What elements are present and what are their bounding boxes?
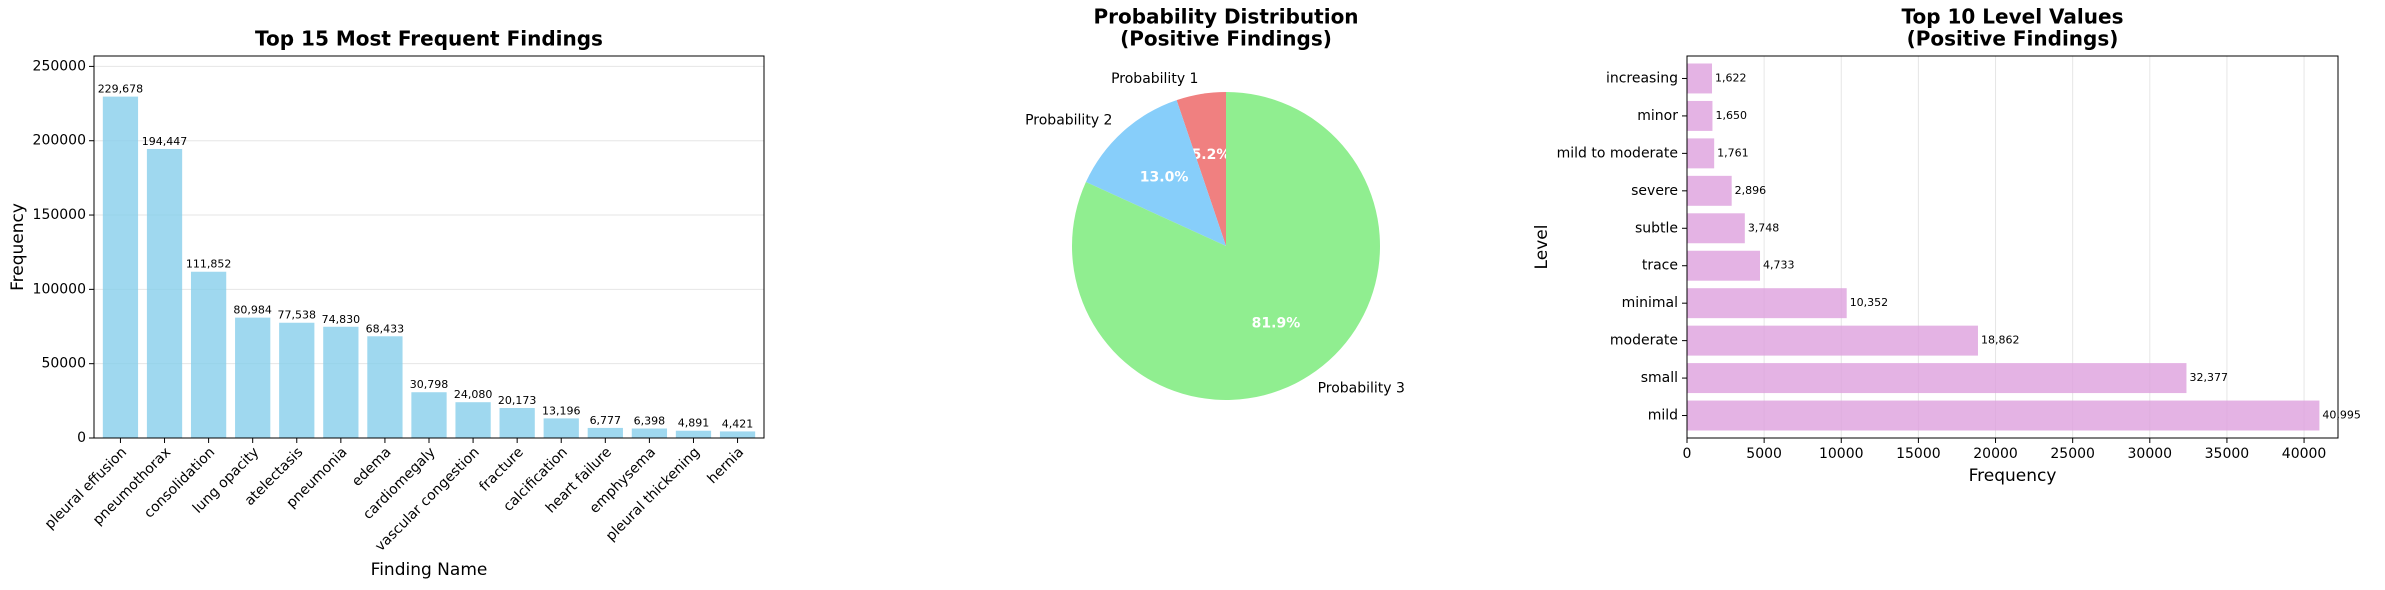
y-tick-label: 0 — [77, 430, 86, 446]
slice-label: Probability 1 — [1111, 71, 1198, 87]
y-axis-label: Frequency — [8, 203, 28, 291]
x-tick-label: 5000 — [1746, 446, 1782, 462]
value-label: 74,830 — [322, 313, 361, 326]
slice-percent: 81.9% — [1252, 316, 1301, 332]
y-tick-label: subtle — [1635, 220, 1678, 236]
value-label: 1,650 — [1715, 109, 1747, 122]
chart-title: (Positive Findings) — [1120, 27, 1332, 51]
bar — [1687, 138, 1715, 169]
bar — [455, 402, 491, 438]
y-tick-label: increasing — [1606, 70, 1678, 86]
x-tick-label: pneumothorax — [90, 444, 174, 528]
value-label: 194,447 — [142, 135, 188, 148]
slice-percent: 13.0% — [1140, 169, 1189, 185]
bar — [587, 427, 623, 438]
value-label: 1,761 — [1717, 146, 1749, 159]
axes-frame — [93, 55, 765, 439]
x-tick-label: 30000 — [2128, 446, 2173, 462]
value-label: 10,352 — [1850, 296, 1889, 309]
y-tick-label: mild to moderate — [1557, 145, 1678, 161]
y-tick-label: trace — [1642, 258, 1678, 274]
value-label: 68,433 — [366, 322, 405, 335]
bar — [543, 418, 579, 438]
x-axis-label: Finding Name — [371, 560, 488, 580]
value-label: 4,733 — [1763, 259, 1795, 272]
bar — [411, 392, 447, 438]
bar — [1687, 288, 1847, 319]
value-label: 3,748 — [1748, 221, 1780, 234]
x-tick-label: 25000 — [2050, 446, 2095, 462]
bar — [323, 326, 359, 438]
bar — [1687, 400, 2320, 431]
value-label: 20,173 — [498, 394, 537, 407]
pie-slice — [1176, 92, 1226, 246]
value-label: 24,080 — [454, 388, 493, 401]
bar — [190, 271, 227, 438]
bar — [102, 96, 139, 439]
y-axis-label: Level — [1532, 225, 1552, 270]
y-tick-label: 250000 — [33, 58, 86, 74]
value-label: 6,777 — [590, 414, 622, 427]
bar — [1687, 363, 2187, 394]
x-tick-label: hernia — [705, 444, 748, 487]
bar — [367, 336, 403, 438]
value-label: 18,862 — [1981, 334, 2020, 347]
x-tick-label: pleural effusion — [42, 444, 130, 532]
bar — [1687, 100, 1713, 131]
pie-slice — [1071, 92, 1380, 400]
chart-title: (Positive Findings) — [1907, 27, 2119, 51]
bar — [675, 430, 712, 438]
y-tick-label: minimal — [1622, 295, 1678, 311]
y-tick-label: small — [1641, 370, 1678, 386]
y-tick-label: 200000 — [33, 133, 86, 149]
value-label: 111,852 — [186, 258, 232, 271]
y-tick-label: minor — [1637, 108, 1678, 124]
value-label: 77,538 — [278, 309, 317, 322]
bar — [279, 322, 315, 438]
y-tick-label: severe — [1631, 183, 1678, 199]
x-tick-label: 35000 — [2205, 446, 2250, 462]
x-tick-label: 10000 — [1819, 446, 1864, 462]
bar — [631, 428, 668, 438]
bar — [1687, 213, 1745, 244]
value-label: 229,678 — [98, 83, 144, 96]
axes-frame — [1686, 55, 2339, 439]
x-axis-label: Frequency — [1969, 466, 2057, 486]
y-tick-label: moderate — [1610, 333, 1678, 349]
bar — [1687, 175, 1732, 206]
slice-label: Probability 3 — [1318, 381, 1405, 397]
value-label: 13,196 — [542, 404, 581, 417]
value-label: 80,984 — [233, 304, 272, 317]
value-label: 30,798 — [410, 378, 449, 391]
bar — [1687, 63, 1713, 94]
y-tick-label: mild — [1648, 408, 1678, 424]
value-label: 2,896 — [1735, 184, 1767, 197]
chart-title: Probability Distribution — [1093, 5, 1358, 29]
bar — [1687, 325, 1978, 356]
bar — [499, 408, 535, 438]
value-label: 6,398 — [634, 414, 666, 427]
slice-label: Probability 2 — [1025, 112, 1112, 128]
x-tick-label: 40000 — [2282, 446, 2327, 462]
value-label: 4,421 — [722, 417, 754, 430]
bar — [1687, 250, 1761, 281]
bar — [235, 317, 271, 438]
value-label: 4,891 — [678, 417, 710, 430]
y-tick-label: 150000 — [33, 207, 86, 223]
chart-title: Top 15 Most Frequent Findings — [255, 27, 603, 51]
slice-percent: 5.2% — [1192, 147, 1231, 163]
y-tick-label: 100000 — [33, 281, 86, 297]
pie-slice — [1085, 100, 1226, 246]
y-tick-label: 50000 — [41, 356, 86, 372]
value-label: 32,377 — [2189, 371, 2228, 384]
value-label: 40,995 — [2322, 409, 2361, 422]
bar — [146, 148, 183, 439]
bar — [719, 431, 756, 438]
x-tick-label: 15000 — [1896, 446, 1941, 462]
chart-title: Top 10 Level Values — [1902, 5, 2124, 29]
x-tick-label: 20000 — [1973, 446, 2018, 462]
value-label: 1,622 — [1715, 71, 1747, 84]
x-tick-label: 0 — [1683, 446, 1692, 462]
